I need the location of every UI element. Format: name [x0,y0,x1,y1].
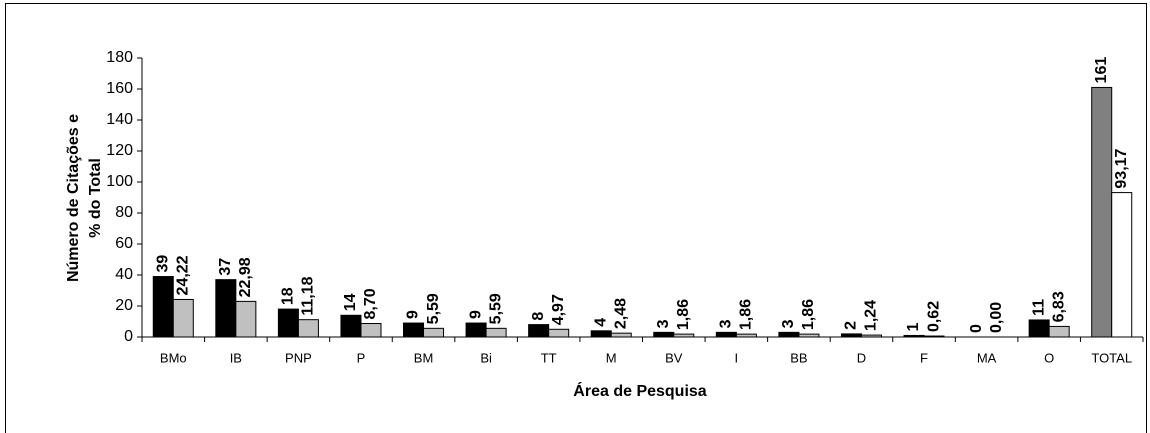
bar [778,331,800,338]
bar [485,327,507,338]
bar [840,333,862,338]
data-label: 4 [592,318,609,327]
data-label: 3 [718,319,735,328]
x-tick-label: BM [414,350,434,365]
chart-frame [5,3,1147,433]
bar [528,324,550,338]
y-tick-label: 100 [106,173,133,190]
data-label: 1,86 [800,299,817,330]
bar [297,319,319,338]
y-tick-label: 0 [124,328,133,345]
data-label: 1 [905,322,922,331]
data-label: 22,98 [237,257,254,297]
data-label: 8,70 [362,288,379,319]
bar [673,333,695,338]
data-label: 37 [217,258,234,276]
x-tick-label: F [920,350,928,365]
data-label: 39 [154,255,171,273]
x-tick-label: Bi [480,350,492,365]
bar [277,308,299,338]
data-label: 6,83 [1050,291,1067,322]
data-label: 4,97 [550,294,567,325]
data-label: 0,00 [988,302,1005,333]
y-tick-label: 20 [115,297,133,314]
data-label: 1,24 [863,300,880,331]
data-label: 1,86 [738,299,755,330]
x-axis-title: Área de Pesquisa [573,381,707,400]
bar [172,298,194,338]
data-label: 11,18 [300,276,317,315]
bar [923,335,945,338]
data-label: 161 [1093,57,1110,84]
x-tick-label: BMo [160,350,187,365]
data-label: 11 [1030,299,1047,316]
bar [590,330,612,338]
data-label: 8 [530,312,547,321]
data-label: 5,59 [425,293,442,324]
bar [403,322,425,338]
bar [715,331,737,338]
data-label: 3 [655,319,672,328]
bar [1048,325,1070,338]
data-label: 2 [843,321,860,330]
y-tick-label: 80 [115,204,133,221]
y-axis-title: % do Total [87,158,104,238]
x-tick-label: TT [541,350,557,365]
bar [610,332,632,338]
bar [152,276,174,338]
bar [903,334,925,338]
bar [548,328,570,338]
bar [465,322,487,338]
x-tick-label: D [857,350,866,365]
bar [653,331,675,338]
data-label: 14 [342,293,359,311]
data-label: 0,62 [925,301,942,332]
x-tick-label: PNP [285,350,312,365]
data-label: 24,22 [175,255,192,295]
y-tick-label: 40 [115,266,133,283]
data-label: 18 [280,287,297,305]
x-tick-label: BV [665,350,683,365]
bar [423,327,445,338]
bar [798,333,820,338]
data-label: 9 [467,310,484,319]
x-tick-label: BB [790,350,807,365]
x-tick-label: M [606,350,617,365]
x-tick-label: TOTAL [1091,350,1132,365]
data-label: 2,48 [612,298,629,329]
bar [340,314,362,338]
data-label: 9 [405,310,422,319]
y-tick-label: 180 [106,49,133,66]
data-label: 1,86 [675,299,692,330]
bar [1111,192,1133,338]
y-axis-title: Número de Citações e [65,114,82,282]
y-tick-label: 160 [106,80,133,97]
y-tick-label: 140 [106,111,133,128]
y-tick-label: 60 [115,235,133,252]
bar [860,334,882,338]
bar [215,279,237,338]
y-tick-label: 120 [106,142,133,159]
bar [360,323,382,338]
x-tick-label: O [1044,350,1054,365]
x-tick-label: I [735,350,739,365]
x-tick-label: P [357,350,366,365]
bar [1091,86,1113,338]
data-label: 0 [968,324,985,333]
x-tick-label: IB [230,350,242,365]
x-tick-label: MA [977,350,997,365]
bar [1028,319,1050,338]
data-label: 3 [780,319,797,328]
bar [735,333,757,338]
data-label: 93,17 [1113,148,1130,188]
bar [235,300,257,338]
data-label: 5,59 [487,293,504,324]
